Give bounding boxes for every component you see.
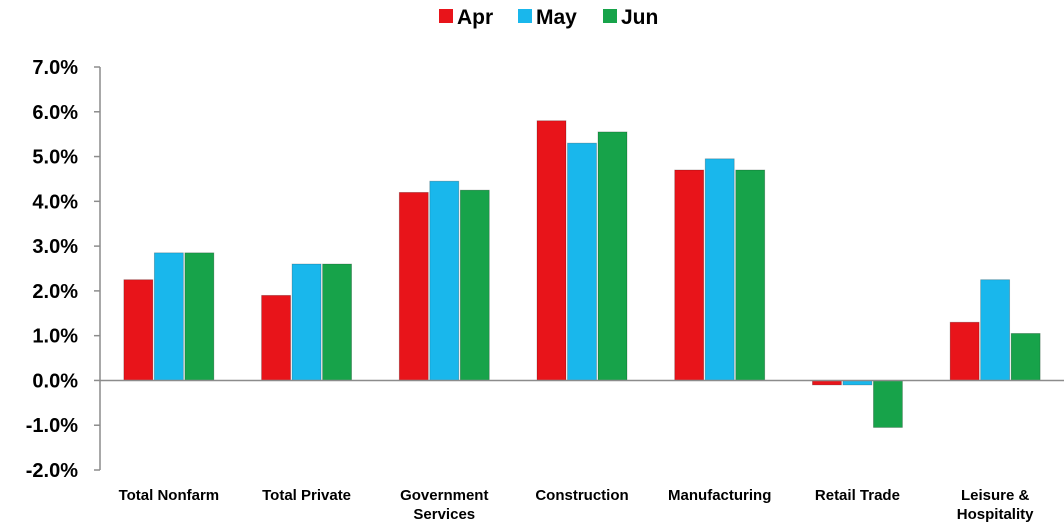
bar-apr-6 bbox=[949, 321, 980, 381]
bar-may-1 bbox=[291, 263, 322, 381]
y-tick-label: 3.0% bbox=[32, 236, 78, 258]
x-tick-label: Leisure & bbox=[961, 487, 1030, 504]
x-tick-label: Total Private bbox=[262, 487, 351, 504]
bar-jun-0 bbox=[184, 252, 215, 381]
bar-may-4 bbox=[704, 158, 735, 381]
x-tick-label: Government bbox=[400, 487, 488, 504]
y-tick-label: 1.0% bbox=[32, 326, 78, 348]
bar-may-0 bbox=[153, 252, 184, 381]
legend: Apr May Jun bbox=[439, 6, 658, 29]
y-tick-label: 2.0% bbox=[32, 281, 78, 303]
bar-may-2 bbox=[429, 180, 460, 381]
legend-swatch-may bbox=[518, 9, 532, 23]
y-tick-label: 7.0% bbox=[32, 57, 78, 79]
y-tick-label: -1.0% bbox=[26, 415, 78, 437]
legend-label-jun: Jun bbox=[621, 6, 658, 29]
bar-apr-2 bbox=[398, 191, 429, 381]
bar-apr-1 bbox=[261, 294, 291, 381]
bar-jun-3 bbox=[597, 131, 628, 381]
bar-may-3 bbox=[567, 142, 597, 381]
x-tick-label: Manufacturing bbox=[668, 487, 771, 504]
bar-jun-2 bbox=[459, 189, 490, 381]
bar-apr-0 bbox=[123, 279, 154, 381]
y-tick-label: 0.0% bbox=[32, 370, 78, 392]
bar-jun-1 bbox=[322, 263, 352, 381]
legend-swatch-jun bbox=[603, 9, 617, 23]
y-tick-label: 4.0% bbox=[32, 191, 78, 213]
bar-jun-5 bbox=[873, 380, 903, 428]
y-tick-label: -2.0% bbox=[26, 460, 78, 482]
bar-jun-6 bbox=[1010, 333, 1041, 381]
bar-apr-4 bbox=[674, 169, 705, 381]
x-tick-label: Services bbox=[413, 506, 475, 523]
x-tick-label: Construction bbox=[535, 487, 628, 504]
legend-swatch-apr bbox=[439, 9, 453, 23]
x-tick-label: Hospitality bbox=[957, 506, 1034, 523]
x-axis: Total Nonfarm Total Private Government Serv… bbox=[119, 487, 1035, 523]
legend-label-apr: Apr bbox=[457, 6, 493, 29]
y-tick-label: 6.0% bbox=[32, 102, 78, 124]
x-tick-label: Total Nonfarm bbox=[119, 487, 220, 504]
x-tick-label: Retail Trade bbox=[815, 487, 900, 504]
bar-may-6 bbox=[980, 279, 1011, 381]
bar-apr-3 bbox=[536, 120, 567, 381]
y-axis: 7.0% 6.0% 5.0% 4.0% 3.0% 2.0% 1.0% 0.0% -1.0% -2.… bbox=[26, 57, 101, 482]
legend-label-may: May bbox=[536, 6, 577, 29]
bar-jun-4 bbox=[735, 169, 766, 381]
y-tick-label: 5.0% bbox=[32, 147, 78, 169]
plot-area bbox=[100, 120, 1064, 428]
